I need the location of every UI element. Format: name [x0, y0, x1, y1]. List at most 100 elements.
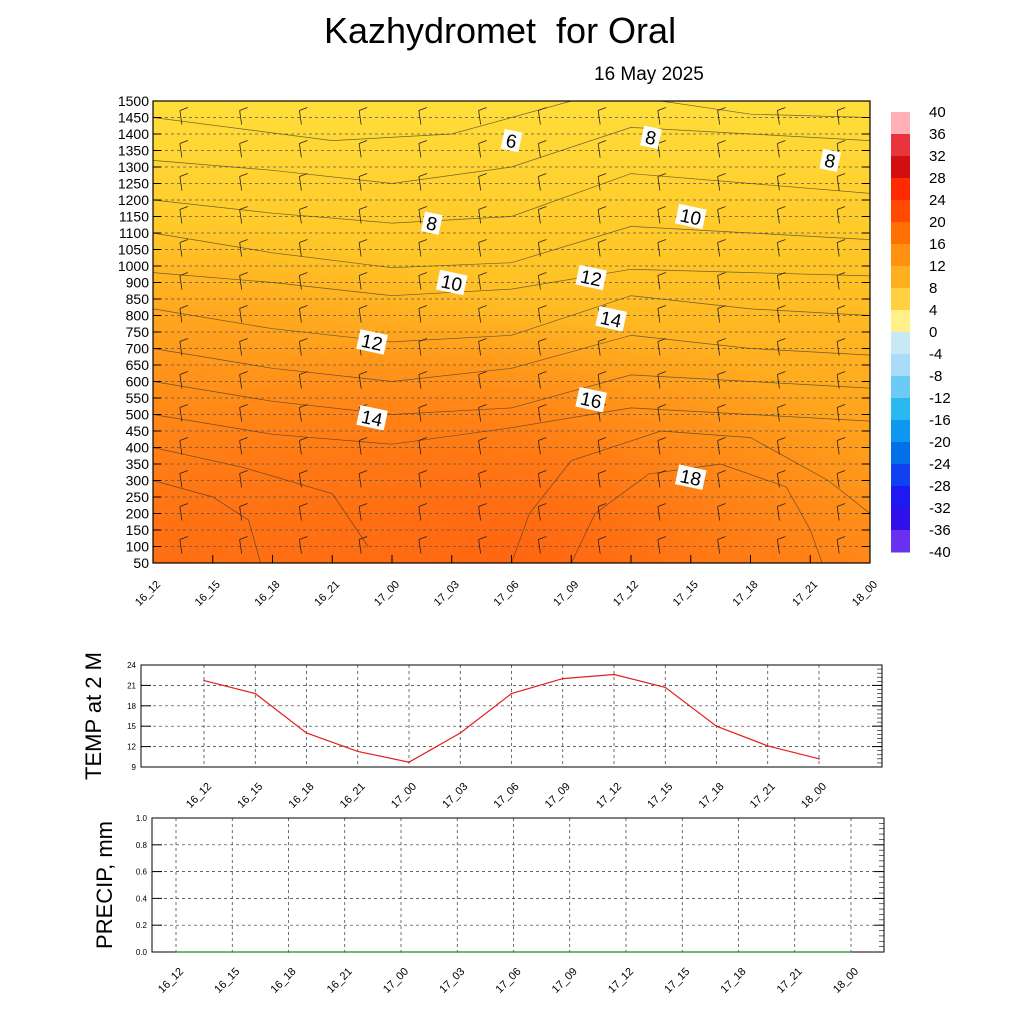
data-point — [512, 951, 515, 953]
wind-barb — [358, 143, 362, 158]
contour-label: 10 — [678, 205, 703, 230]
panel-x-tick-label: 16_21 — [325, 966, 355, 996]
wind-barb-flag — [597, 371, 607, 375]
contour-line — [152, 447, 369, 547]
wind-barb — [717, 209, 721, 224]
wind-barb — [418, 308, 422, 323]
wind-barb-flag — [478, 272, 487, 276]
wind-barb — [478, 539, 482, 554]
chart-date: 16 May 2025 — [594, 64, 704, 85]
contour-label-box — [356, 405, 388, 431]
colorbar-label: -4 — [929, 346, 942, 363]
colorbar-segment — [891, 266, 910, 289]
contour-label-box — [420, 211, 443, 235]
data-point — [561, 677, 564, 680]
wind-barb — [776, 539, 780, 554]
colorbar-label: 36 — [929, 126, 946, 143]
wind-barb — [478, 341, 482, 356]
heatmap-x-tick-label: 16_21 — [312, 579, 342, 609]
wind-barb-flag — [777, 239, 786, 243]
colorbar: 4036322824201612840-4-8-12-16-20-24-28-3… — [891, 104, 951, 561]
wind-barb — [179, 110, 183, 125]
wind-barb-flag — [538, 239, 547, 243]
heatmap-y-tick-label: 1100 — [119, 225, 149, 241]
wind-barb-flag — [179, 305, 189, 309]
heatmap-y-tick-label: 750 — [126, 324, 150, 340]
panel-x-tick-label: 16_15 — [212, 966, 242, 996]
wind-barb-flag — [418, 470, 428, 474]
wind-barb — [418, 176, 422, 191]
wind-barb-flag — [478, 239, 487, 243]
wind-barb-flag — [478, 140, 487, 144]
wind-barb — [657, 374, 661, 389]
heatmap-y-tick-label: 1250 — [118, 176, 149, 192]
colorbar-segment — [891, 530, 910, 553]
panel-x-tick-label: 17_00 — [381, 966, 411, 996]
wind-barb-flag — [777, 371, 786, 375]
wind-barb-flag — [299, 404, 308, 408]
wind-barb — [298, 473, 302, 488]
contour-line — [152, 480, 261, 564]
wind-barb-flag — [358, 470, 368, 474]
heatmap-x-tick-label: 18_00 — [850, 579, 880, 609]
data-point — [287, 951, 290, 953]
colorbar-segment — [891, 508, 910, 531]
panel-x-tick-label: 17_03 — [440, 781, 470, 811]
heatmap-y-tick-label: 550 — [126, 390, 150, 406]
wind-barb — [418, 341, 422, 356]
wind-barb — [776, 110, 780, 125]
wind-barb-flag — [836, 206, 846, 210]
wind-barb-flag — [478, 305, 487, 309]
wind-barb-flag — [239, 239, 248, 243]
wind-barb — [358, 506, 362, 521]
contour-line — [511, 430, 871, 564]
wind-barb — [776, 506, 780, 521]
wind-barb-flag — [717, 140, 726, 144]
wind-barb-flag — [358, 173, 368, 177]
data-point — [305, 732, 308, 734]
wind-barb-flag — [597, 470, 607, 474]
wind-barb-flag — [299, 140, 308, 144]
wind-barb — [537, 308, 541, 323]
colorbar-label: -40 — [929, 544, 951, 561]
colorbar-label: 16 — [929, 236, 946, 253]
wind-barb — [418, 275, 422, 290]
panel-x-tick-label: 16_12 — [184, 781, 214, 811]
contour-line — [152, 374, 871, 415]
wind-barb-flag — [777, 107, 786, 111]
wind-barb-flag — [239, 338, 248, 342]
wind-barb-flag — [418, 140, 428, 144]
wind-barb-flag — [179, 107, 189, 111]
wind-barb — [298, 308, 302, 323]
wind-barb-flag — [836, 239, 846, 243]
wind-barb — [836, 308, 840, 323]
contour-line — [152, 226, 871, 269]
wind-barb-flag — [777, 173, 786, 177]
wind-barb-flag — [418, 272, 428, 276]
wind-barb — [298, 374, 302, 389]
contour-label: 14 — [598, 308, 623, 333]
wind-barb-flag — [836, 404, 846, 408]
heatmap-x-tick-label: 17_18 — [731, 579, 761, 609]
wind-barb-flag — [478, 536, 487, 540]
panel-y-tick-label: 0.6 — [136, 868, 148, 877]
wind-barb — [537, 176, 541, 191]
panel-y-tick-label: 1.0 — [136, 814, 148, 823]
wind-barb-flag — [777, 437, 786, 441]
wind-barb — [239, 275, 243, 290]
wind-barb — [239, 110, 243, 125]
wind-barb — [717, 110, 721, 125]
wind-barb — [179, 209, 183, 224]
data-point — [343, 951, 346, 953]
wind-barb — [776, 440, 780, 455]
colorbar-segment — [891, 376, 910, 399]
wind-barb-flag — [358, 206, 368, 210]
wind-barb-flag — [299, 338, 308, 342]
wind-barb — [717, 176, 721, 191]
panel-x-tick-label: 17_06 — [494, 966, 524, 996]
wind-barb-flag — [717, 107, 726, 111]
colorbar-label: -16 — [929, 412, 951, 429]
heatmap-x-tick-label: 17_12 — [611, 579, 641, 609]
wind-barb-flag — [358, 503, 368, 507]
wind-barb-flag — [538, 503, 547, 507]
